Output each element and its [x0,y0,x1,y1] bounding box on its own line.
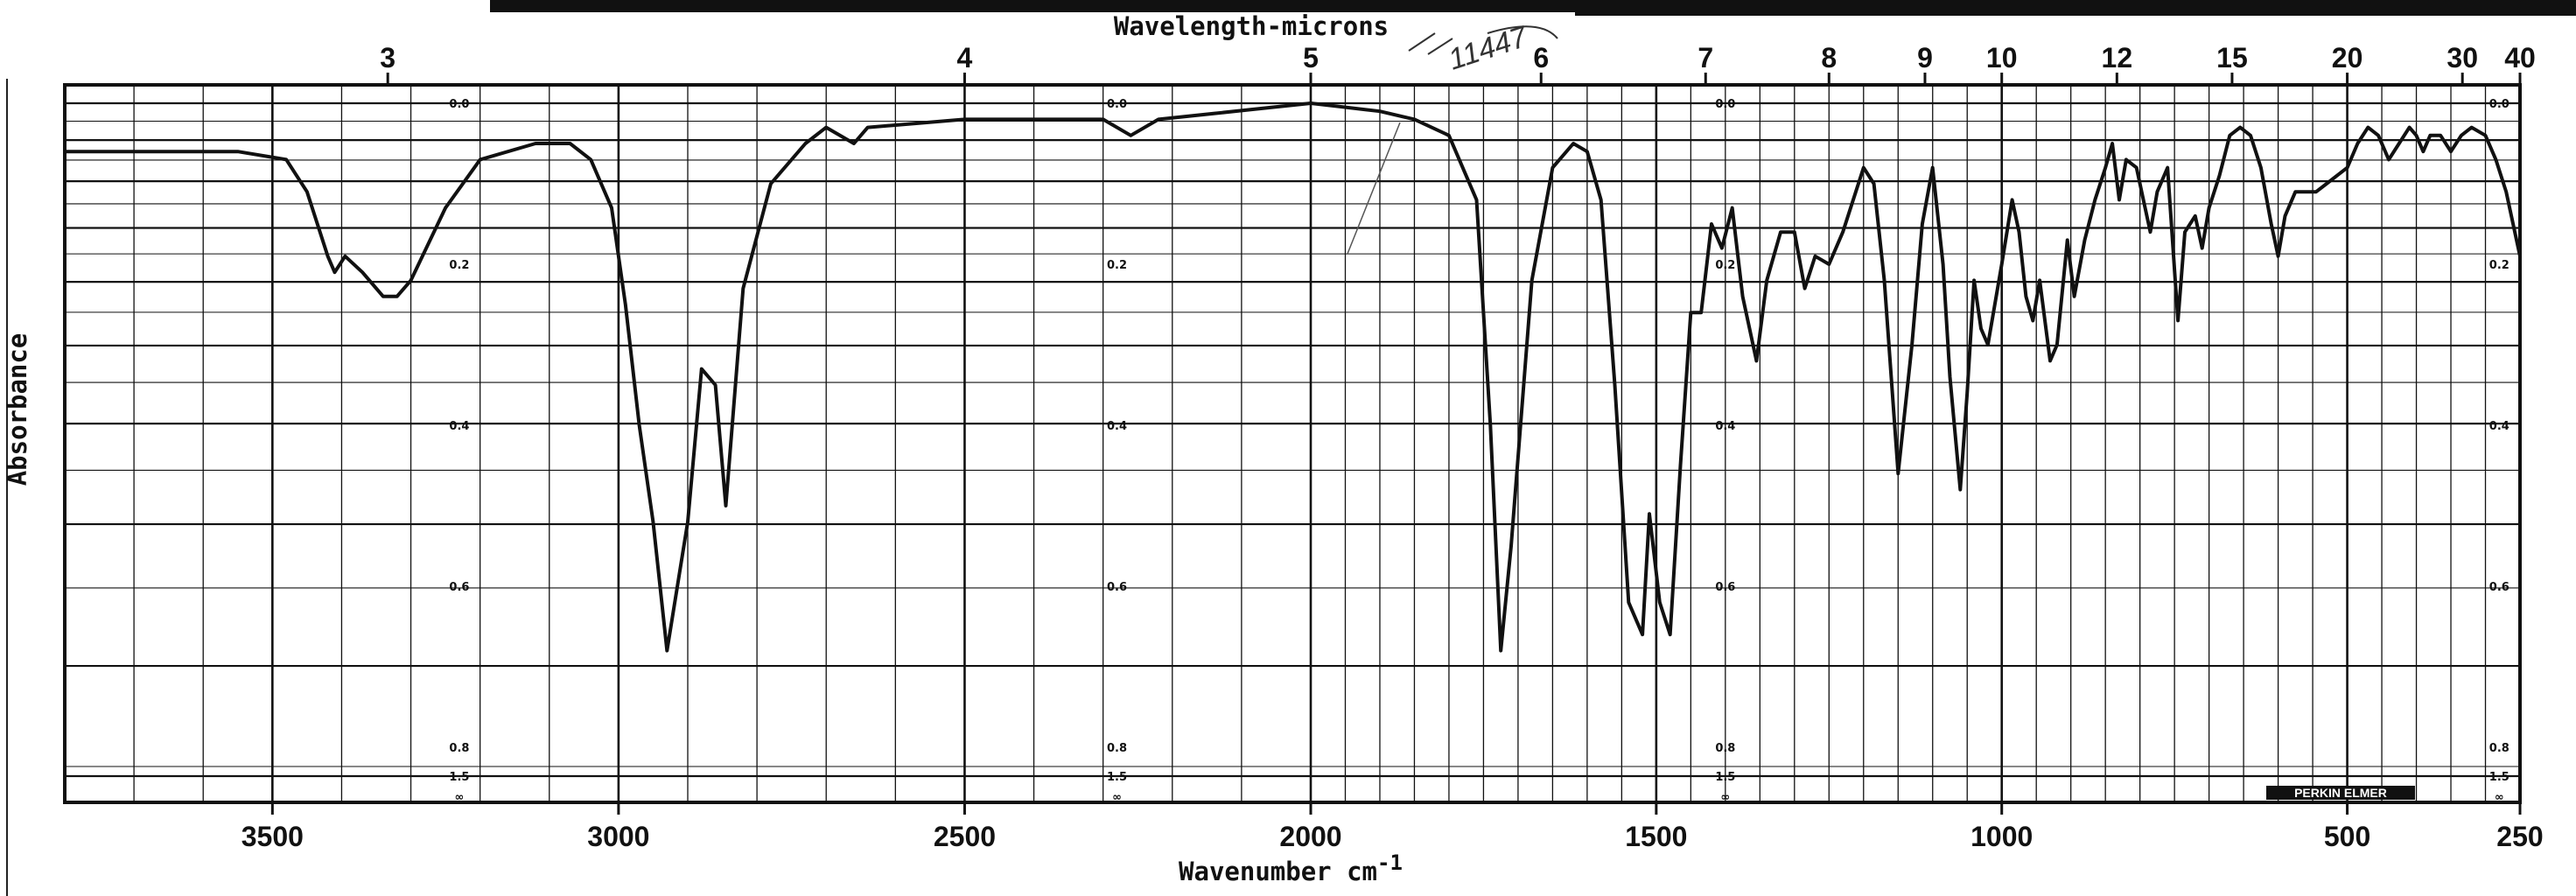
top-tick-label: 15 [2216,42,2248,74]
y-tick-label: 0.2 [449,259,469,272]
y-tick-label: 0.0 [2489,98,2510,111]
y-tick-label: 0.4 [1715,420,1735,433]
y-tick-label: 0.2 [1715,259,1735,272]
y-tick-label: 0.4 [449,420,469,433]
y-tick-label: ∞ [1720,791,1730,804]
top-tick-label: 20 [2332,42,2363,74]
y-tick-label: 0.6 [449,581,469,594]
y-tick-label: 0.8 [2489,742,2510,755]
top-tick-label: 9 [1917,42,1933,74]
y-tick-label: 0.8 [1107,742,1127,755]
brand-mark: PERKIN ELMER [2294,786,2387,800]
x-tick-label: 1000 [1970,821,2033,852]
y-tick-label: 1.5 [1715,771,1735,784]
y-tick-label: ∞ [1112,791,1122,804]
brand-mark-box [2266,786,2415,800]
top-tick-label: 5 [1303,42,1319,74]
y-tick-label: 0.2 [1107,259,1127,272]
y-tick-label: 0.6 [1715,581,1735,594]
y-tick-label: 0.0 [449,98,469,111]
x-tick-label: 500 [2324,821,2370,852]
x-tick-label: 2000 [1279,821,1341,852]
y-tick-label: ∞ [2495,791,2504,804]
x-tick-label: 1500 [1625,821,1687,852]
y-tick-label: 0.8 [449,742,469,755]
top-tick-label: 12 [2102,42,2133,74]
top-axis: 3 4 5 6 7 8 9 10 12 15 20 30 40 [380,42,2536,85]
top-tick-label: 6 [1533,42,1549,74]
y-tick-label: 0.4 [2489,420,2510,433]
y-tick-label: 0.8 [1715,742,1735,755]
y-tick-label: 1.5 [1107,771,1127,784]
x-tick-label: 2500 [934,821,996,852]
y-tick-label: 0.0 [1107,98,1127,111]
handwritten-annotation: 11447 [1347,20,1558,255]
top-tick-label: 8 [1821,42,1837,74]
y-tick-label: 0.6 [2489,581,2510,594]
top-tick-label: 7 [1698,42,1713,74]
header-band [490,0,2576,16]
y-tick-label: 1.5 [449,771,469,784]
x-tick-label: 250 [2496,821,2543,852]
top-axis-title: Wavelength-microns [1114,11,1389,41]
y-axis-title: Absorbance [3,333,32,486]
handwritten-note: 11447 [1445,20,1532,77]
x-axis-title: Wavenumber cm-1 [1179,850,1403,886]
grid [64,85,2521,802]
y-tick-label: 1.5 [2489,771,2510,784]
top-tick-label: 40 [2504,42,2536,74]
plot-frame [63,83,2522,804]
spectrum-trace [63,102,2522,653]
y-tick-label: 0.0 [1715,98,1735,111]
top-tick-label: 3 [380,42,396,74]
absorbance-scale: 0.00.20.40.60.81.01.5∞0.00.20.40.60.81.0… [449,98,2510,804]
top-tick-label: 4 [957,42,973,74]
y-tick-label: 0.6 [1107,581,1127,594]
bottom-axis: 3500 3000 2500 2000 1500 1000 500 250 [242,802,2544,852]
x-tick-label: 3500 [242,821,304,852]
y-tick-label: 0.2 [2489,259,2510,272]
y-tick-label: 0.4 [1107,420,1127,433]
x-axis-title-superscript: -1 [1377,850,1403,875]
x-tick-label: 3000 [587,821,649,852]
y-tick-label: ∞ [455,791,465,804]
top-tick-label: 10 [1986,42,2018,74]
top-tick-label: 30 [2446,42,2478,74]
